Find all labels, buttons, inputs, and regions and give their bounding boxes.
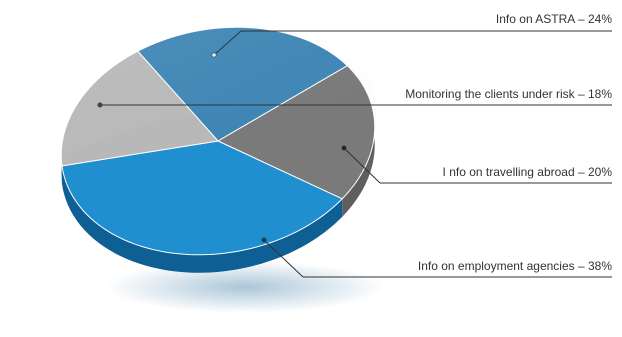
callout-label-risk: Monitoring the clients under risk – 18% [405, 87, 612, 101]
pie-shadow [105, 261, 385, 313]
callout-dot-employment [261, 237, 267, 243]
callouts: Info on ASTRA – 24% Monitoring the clien… [97, 12, 613, 278]
callout-label-travel: I nfo on travelling abroad – 20% [443, 165, 613, 179]
callout-dot-travel [341, 145, 347, 151]
callout-line-astra [213, 30, 242, 56]
callout-line-travel [343, 147, 381, 184]
callout-dot-astra [211, 52, 217, 58]
pie-shine [56, 10, 378, 160]
callout-dot-risk [97, 102, 103, 108]
callout-line-employment [263, 239, 304, 278]
pie-slice-side-info-on-employment-agencies [62, 165, 343, 273]
callout-label-astra: Info on ASTRA – 24% [496, 12, 612, 26]
pie-slice-info-on-employment-agencies [61, 140, 344, 256]
callout-label-employment: Info on employment agencies – 38% [418, 259, 612, 273]
